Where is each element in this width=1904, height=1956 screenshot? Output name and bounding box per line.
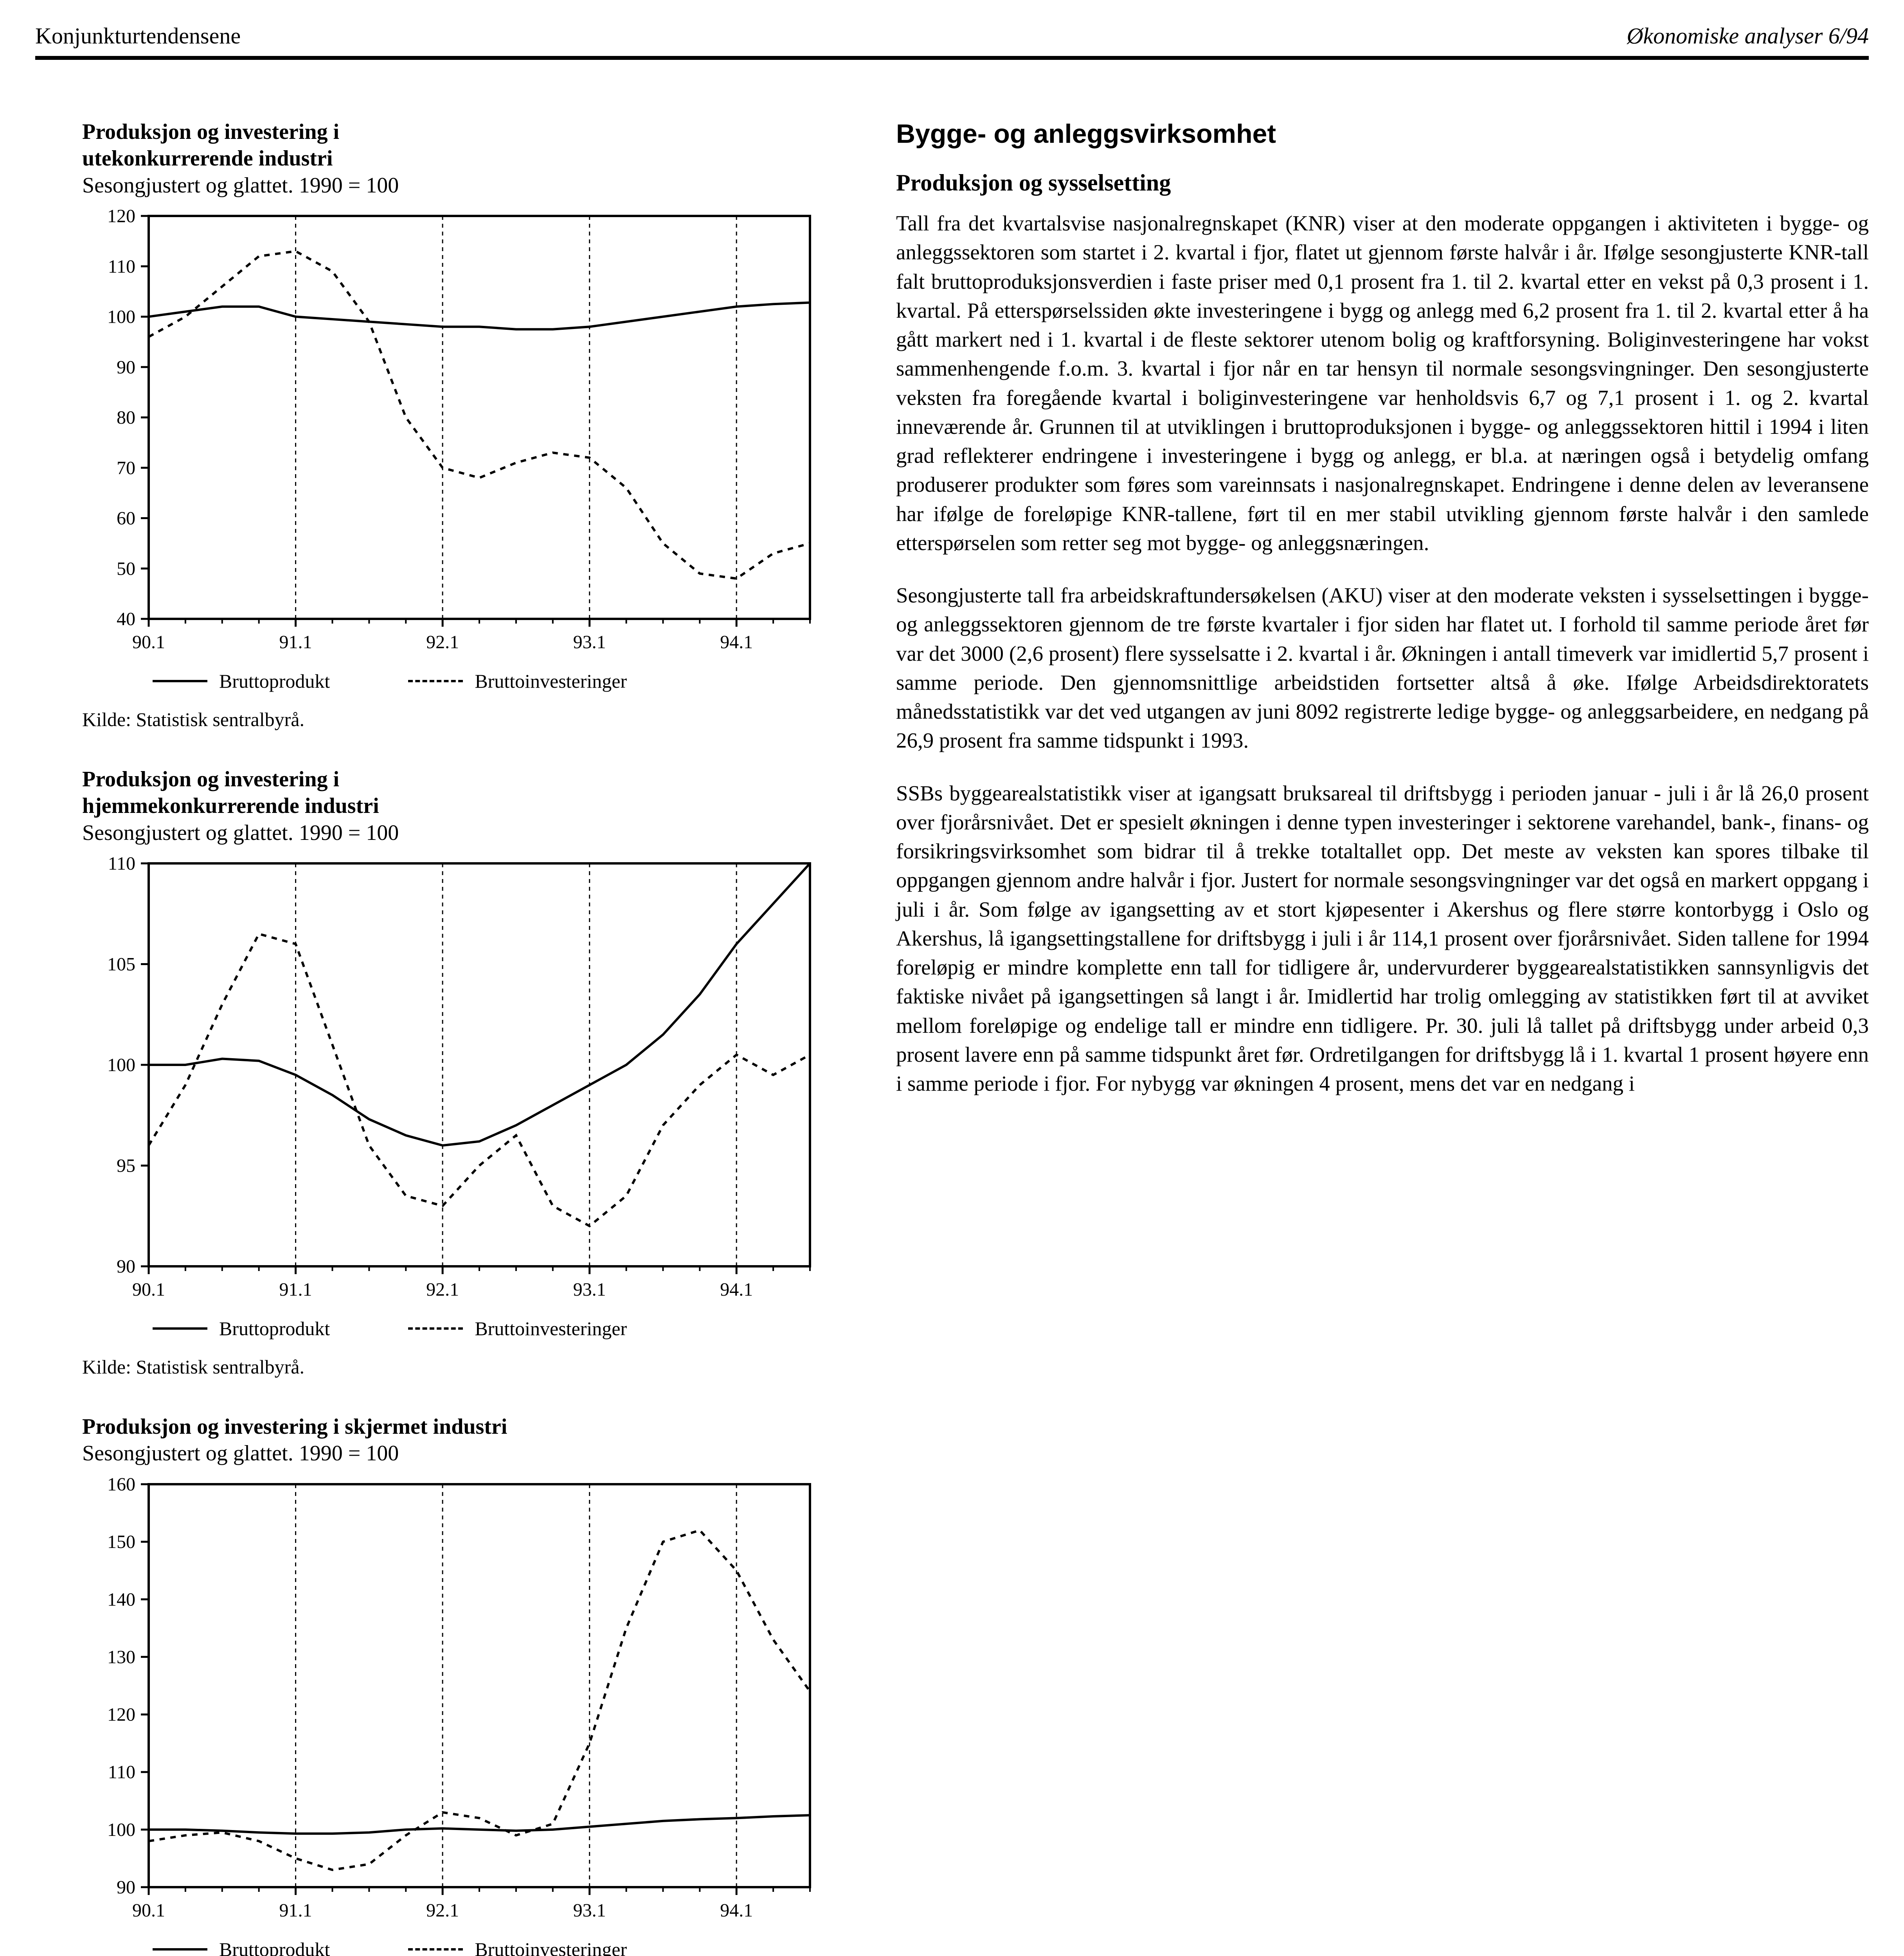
svg-text:120: 120 [107, 208, 135, 227]
sub-heading: Produksjon og sysselsetting [896, 169, 1869, 196]
svg-text:94.1: 94.1 [720, 1900, 753, 1921]
chart-source: Kilde: Statistisk sentralbyrå. [82, 708, 841, 731]
svg-text:130: 130 [107, 1647, 135, 1667]
chart-legend: Bruttoprodukt Bruttoinvesteringer [153, 670, 841, 692]
chart-title-regular: Sesongjustert og glattet. 1990 = 100 [82, 1440, 841, 1467]
chart-title-bold: Produksjon og investering i [82, 766, 841, 793]
svg-text:140: 140 [107, 1589, 135, 1610]
chart-legend: Bruttoprodukt Bruttoinvesteringer [153, 1938, 841, 1956]
body-para-2: Sesongjusterte tall fra arbeidskraftunde… [896, 581, 1869, 755]
legend-dashed: Bruttoinvesteringer [408, 1938, 627, 1956]
svg-text:92.1: 92.1 [426, 1900, 459, 1921]
legend-solid: Bruttoprodukt [153, 670, 330, 692]
body-para-1: Tall fra det kvartalsvise nasjonalregnsk… [896, 209, 1869, 557]
svg-text:91.1: 91.1 [279, 632, 312, 653]
svg-text:100: 100 [107, 306, 135, 327]
svg-text:80: 80 [117, 407, 135, 428]
legend-solid: Bruttoprodukt [153, 1938, 330, 1956]
right-column: Bygge- og anleggsvirksomhet Produksjon o… [896, 119, 1869, 1956]
svg-text:90: 90 [117, 1877, 135, 1898]
chart-hjemme: Produksjon og investering ihjemmekonkurr… [82, 766, 841, 1378]
svg-text:91.1: 91.1 [279, 1900, 312, 1921]
svg-text:93.1: 93.1 [573, 1279, 606, 1300]
header-right: Økonomiske analyser 6/94 [1627, 23, 1869, 49]
svg-text:100: 100 [107, 1055, 135, 1075]
svg-text:100: 100 [107, 1819, 135, 1840]
section-heading: Bygge- og anleggsvirksomhet [896, 119, 1869, 149]
chart-uteko: Produksjon og investering iutekonkurrere… [82, 119, 841, 731]
chart-title-bold: Produksjon og investering i skjermet ind… [82, 1413, 841, 1440]
svg-text:91.1: 91.1 [279, 1279, 312, 1300]
svg-text:120: 120 [107, 1704, 135, 1725]
svg-text:110: 110 [108, 1762, 135, 1782]
svg-text:110: 110 [108, 256, 135, 277]
two-column-layout: Produksjon og investering iutekonkurrere… [35, 119, 1869, 1956]
chart-title-bold: utekonkurrerende industri [82, 145, 841, 172]
chart-legend: Bruttoprodukt Bruttoinvesteringer [153, 1317, 841, 1340]
chart-title-bold: Produksjon og investering i [82, 119, 841, 145]
legend-dashed: Bruttoinvesteringer [408, 1317, 627, 1340]
legend-dashed: Bruttoinvesteringer [408, 670, 627, 692]
svg-text:93.1: 93.1 [573, 1900, 606, 1921]
header-left: Konjunkturtendensene [35, 23, 241, 49]
svg-text:70: 70 [117, 458, 135, 478]
svg-text:160: 160 [107, 1476, 135, 1495]
left-column: Produksjon og investering iutekonkurrere… [35, 119, 841, 1956]
svg-text:95: 95 [117, 1155, 135, 1176]
svg-text:60: 60 [117, 508, 135, 529]
chart-source: Kilde: Statistisk sentralbyrå. [82, 1356, 841, 1378]
svg-text:110: 110 [108, 856, 135, 874]
svg-text:92.1: 92.1 [426, 1279, 459, 1300]
svg-text:40: 40 [117, 609, 135, 629]
svg-text:90.1: 90.1 [132, 1279, 165, 1300]
svg-text:90.1: 90.1 [132, 1900, 165, 1921]
svg-text:150: 150 [107, 1532, 135, 1552]
svg-text:90: 90 [117, 357, 135, 378]
chart-title-bold: hjemmekonkurrerende industri [82, 793, 841, 819]
page-header: Konjunkturtendensene Økonomiske analyser… [35, 23, 1869, 60]
svg-text:105: 105 [107, 954, 135, 974]
svg-text:50: 50 [117, 558, 135, 579]
svg-text:92.1: 92.1 [426, 632, 459, 653]
legend-solid: Bruttoprodukt [153, 1317, 330, 1340]
svg-text:94.1: 94.1 [720, 1279, 753, 1300]
svg-text:90: 90 [117, 1256, 135, 1277]
body-para-3: SSBs byggearealstatistikk viser at igang… [896, 779, 1869, 1098]
chart-title-regular: Sesongjustert og glattet. 1990 = 100 [82, 820, 841, 846]
chart-title-regular: Sesongjustert og glattet. 1990 = 100 [82, 172, 841, 199]
svg-text:94.1: 94.1 [720, 632, 753, 653]
chart-skjermet: Produksjon og investering i skjermet ind… [82, 1413, 841, 1956]
svg-text:93.1: 93.1 [573, 632, 606, 653]
svg-text:90.1: 90.1 [132, 632, 165, 653]
